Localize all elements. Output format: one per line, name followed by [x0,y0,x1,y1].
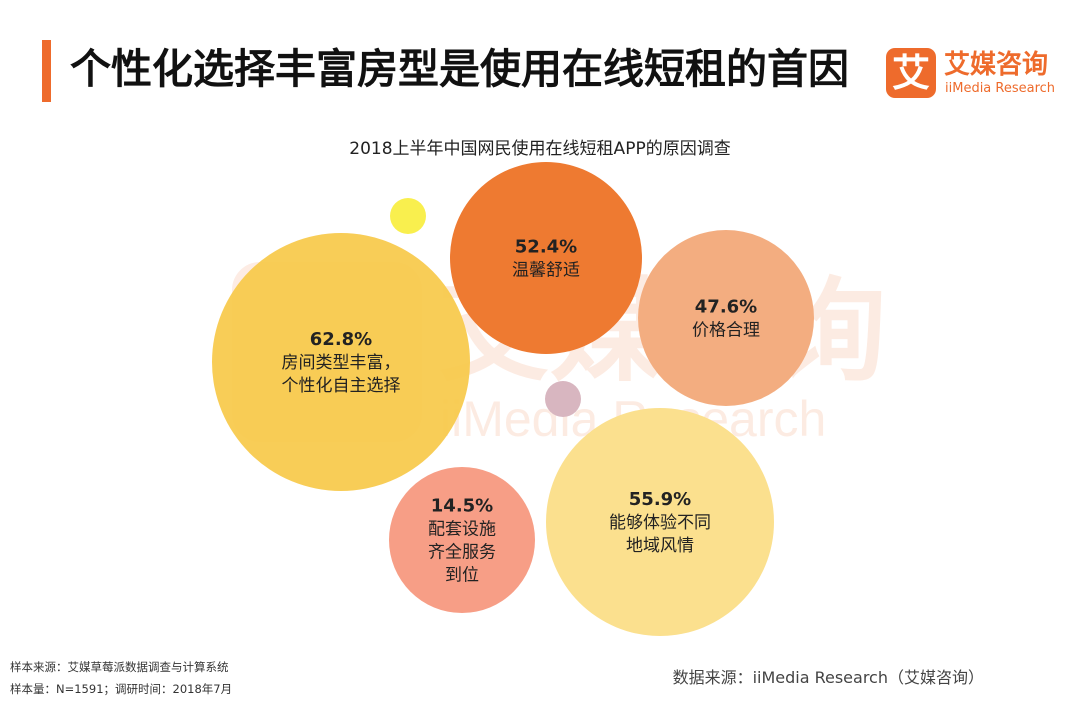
data-source: 数据来源：iiMedia Research（艾媒咨询） [672,668,984,687]
bubble-value-cozy-comfort: 52.4% [515,237,577,258]
bubble-value-regional-experience: 55.9% [629,489,691,510]
page-title: 个性化选择丰富房型是使用在线短租的首因 [70,45,849,93]
footnote: 样本来源：艾媒草莓派数据调查与计算系统 样本量：N=1591；调研时间：2018… [10,656,232,700]
bubble-label-room-variety-line-2: 个性化自主选择 [282,376,401,396]
decoration-dot-1 [390,198,426,234]
bubble-reasonable-price: 47.6% 价格合理 [638,230,814,406]
bubble-label-room-variety-line-1: 房间类型丰富， [282,353,401,373]
bubble-label-complete-facilities-line-1: 配套设施 [428,520,496,540]
bubble-label-reasonable-price-line-1: 价格合理 [692,321,760,341]
bubble-circle-complete-facilities [389,467,535,613]
bubble-circle-cozy-comfort [450,162,642,354]
logo-name-cn: 艾媒咨询 [944,50,1049,80]
bubble-label-regional-experience-line-2: 地域风情 [626,536,694,556]
bubble-room-variety: 62.8% 房间类型丰富， 个性化自主选择 [212,233,470,491]
bubble-value-reasonable-price: 47.6% [695,297,757,318]
sample-source: 样本来源：艾媒草莓派数据调查与计算系统 [10,660,229,674]
sample-size: 样本量：N=1591；调研时间：2018年7月 [10,682,233,696]
bubble-circle-reasonable-price [638,230,814,406]
bubble-label-complete-facilities-line-2: 齐全服务 [428,543,496,563]
bubble-value-complete-facilities: 14.5% [431,496,493,517]
chart-title: 2018上半年中国网民使用在线短租APP的原因调查 [349,139,731,159]
bubble-label-regional-experience-line-1: 能够体验不同 [609,513,711,533]
bubble-label-complete-facilities-line-3: 到位 [445,566,479,586]
bubble-circle-room-variety [212,233,470,491]
decoration-dot-2 [545,381,581,417]
logo-mark-icon: 艾 [886,48,936,98]
bubble-cozy-comfort: 52.4% 温馨舒适 [450,162,642,354]
bubble-label-cozy-comfort-line-1: 温馨舒适 [512,261,580,281]
bubble-circle-regional-experience [546,408,774,636]
bubble-value-room-variety: 62.8% [310,329,372,350]
logo-name-en: iiMedia Research [945,81,1056,96]
iimedia-logo: 艾 艾媒咨询 iiMedia Research [886,48,1062,100]
title-accent-bar [42,40,51,102]
